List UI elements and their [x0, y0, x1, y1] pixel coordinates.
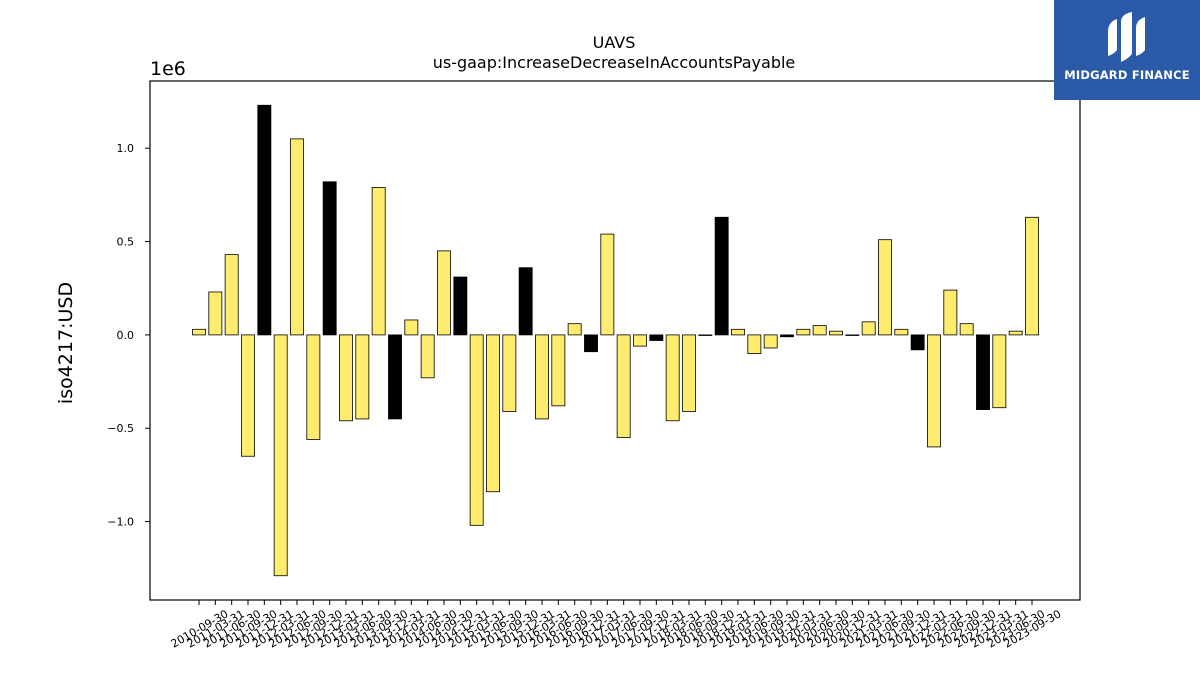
- y-tick-label: 1.0: [117, 142, 135, 155]
- brand-logo: MIDGARD FINANCE: [1054, 0, 1200, 100]
- y-tick-label: −1.0: [107, 516, 134, 529]
- bar: [976, 334, 990, 410]
- bar: [420, 334, 435, 379]
- bar: [567, 323, 582, 336]
- bar: [290, 138, 304, 336]
- bars-group: [192, 104, 1039, 577]
- bar: [763, 334, 778, 349]
- bar: [241, 334, 255, 457]
- bar: [1008, 330, 1023, 336]
- bar: [257, 104, 272, 336]
- bar: [959, 323, 974, 336]
- bar: [453, 276, 468, 336]
- bar: [796, 328, 811, 336]
- bar: [388, 334, 402, 420]
- bar: [894, 328, 909, 336]
- bar: [208, 291, 223, 336]
- bar: [404, 319, 419, 336]
- bar: [535, 334, 549, 420]
- bar: [437, 250, 451, 336]
- bar: [927, 334, 941, 448]
- bar: [192, 328, 206, 336]
- y-axis-ticks: −1.0 −0.5 0.0 0.5 1.0: [107, 142, 150, 529]
- bar: [943, 289, 958, 336]
- bar: [714, 216, 729, 336]
- chart-title: UAVS: [593, 33, 636, 52]
- bar: [371, 187, 386, 336]
- bar: [551, 334, 566, 407]
- bar: [992, 334, 1007, 409]
- midgard-logo-icon: [1108, 12, 1145, 62]
- bar: [780, 334, 794, 338]
- brand-name: MIDGARD FINANCE: [1064, 68, 1190, 82]
- bar: [339, 334, 353, 422]
- bar: [322, 181, 337, 336]
- bar: [355, 334, 370, 420]
- bar: [616, 334, 631, 438]
- bar: [469, 334, 484, 526]
- bar: [812, 325, 827, 336]
- y-tick-label: −0.5: [107, 422, 134, 435]
- x-axis-ticks: 2010-09-302011-03-312011-06-302011-09-30…: [169, 600, 1064, 651]
- bar: [878, 239, 892, 336]
- bar: [306, 334, 321, 440]
- bar: [273, 334, 288, 577]
- bar: [665, 334, 680, 422]
- bar: [518, 267, 533, 336]
- y-tick-label: 0.5: [117, 236, 135, 249]
- bar: [698, 334, 713, 336]
- bar: [731, 328, 745, 336]
- bar: [600, 233, 615, 336]
- bar: [910, 334, 925, 351]
- bar: [649, 334, 664, 341]
- y-tick-label: 0.0: [117, 329, 135, 342]
- bar: [829, 330, 843, 336]
- chart-subtitle: us-gaap:IncreaseDecreaseInAccountsPayabl…: [433, 53, 796, 72]
- y-axis-label: iso4217:USD: [55, 282, 77, 404]
- bar: [1025, 216, 1039, 336]
- bar: [845, 334, 860, 336]
- bar: [682, 334, 696, 412]
- bar: [633, 334, 647, 347]
- bar: [584, 334, 598, 353]
- y-multiplier-label: 1e6: [150, 58, 186, 80]
- bar: [502, 334, 517, 412]
- bar: [747, 334, 762, 354]
- plot-frame: [149, 80, 1081, 601]
- bar: [861, 321, 876, 336]
- bar: [224, 254, 239, 336]
- bar: [486, 334, 500, 493]
